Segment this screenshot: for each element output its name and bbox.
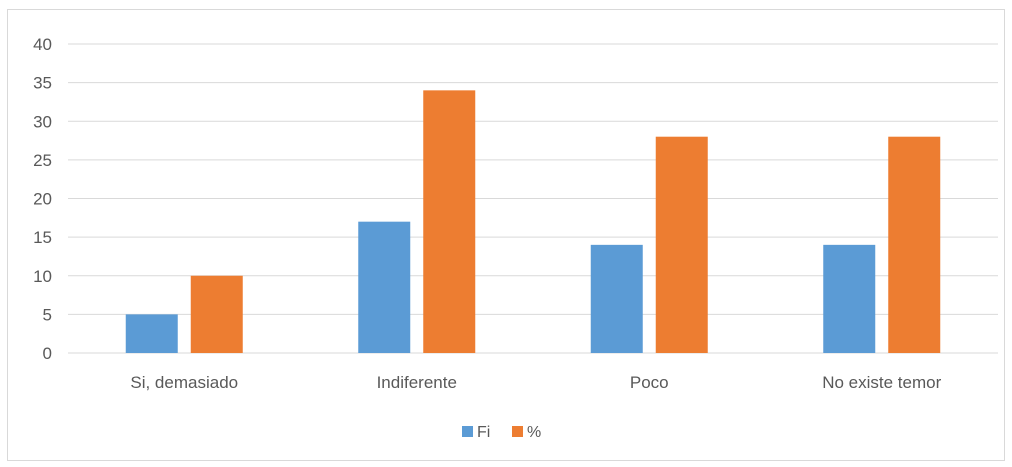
x-axis-category-labels: Si, demasiado Indiferente Poco No existe te…	[130, 373, 941, 392]
bar-chart: 0 5 10 15 20 25 30 35 40 Si, demasiado Indiferent…	[33, 35, 998, 441]
chart-frame: 0 5 10 15 20 25 30 35 40 Si, demasiado Indiferent…	[7, 9, 1005, 461]
legend-label-percent: %	[527, 424, 541, 441]
bar-fi-2	[590, 244, 643, 353]
y-tick-label: 5	[43, 305, 52, 324]
x-category-label: Si, demasiado	[130, 373, 238, 392]
legend-swatch-fi	[462, 426, 473, 437]
bar-percent-0	[190, 275, 243, 353]
legend-swatch-percent	[512, 426, 523, 437]
x-category-label: Indiferente	[377, 373, 457, 392]
x-category-label: No existe temor	[822, 373, 941, 392]
y-tick-label: 35	[33, 74, 52, 93]
legend-label-fi: Fi	[477, 424, 490, 441]
bar-fi-1	[358, 221, 411, 353]
x-category-label: Poco	[630, 373, 669, 392]
y-tick-label: 0	[43, 344, 52, 363]
y-tick-label: 15	[33, 228, 52, 247]
bar-percent-1	[423, 90, 476, 353]
legend: Fi%	[462, 424, 541, 441]
y-tick-label: 20	[33, 190, 52, 209]
y-tick-label: 25	[33, 151, 52, 170]
y-tick-label: 30	[33, 112, 52, 131]
y-tick-label: 40	[33, 35, 52, 54]
bar-percent-2	[655, 136, 708, 353]
bar-fi-0	[125, 314, 178, 353]
y-axis-tick-labels: 0 5 10 15 20 25 30 35 40	[33, 35, 52, 363]
bar-fi-3	[823, 244, 876, 353]
y-tick-label: 10	[33, 267, 52, 286]
bars	[125, 90, 941, 353]
bar-percent-3	[888, 136, 941, 353]
